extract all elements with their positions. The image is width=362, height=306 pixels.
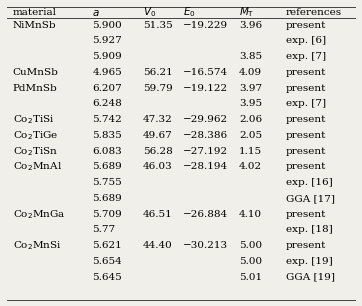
Text: 5.900: 5.900 — [92, 21, 122, 30]
Text: 3.97: 3.97 — [239, 84, 262, 93]
Text: 2.05: 2.05 — [239, 131, 262, 140]
Text: Co$_2$TiSn: Co$_2$TiSn — [13, 145, 58, 158]
Text: GGA [19]: GGA [19] — [286, 273, 335, 282]
Text: $E_0$: $E_0$ — [183, 6, 195, 20]
Text: material: material — [13, 8, 57, 17]
Text: present: present — [286, 241, 327, 250]
Text: Co$_2$TiSi: Co$_2$TiSi — [13, 113, 54, 126]
Text: exp. [18]: exp. [18] — [286, 226, 333, 234]
Text: 51.35: 51.35 — [143, 21, 173, 30]
Text: Co$_2$MnSi: Co$_2$MnSi — [13, 239, 61, 252]
Text: 47.32: 47.32 — [143, 115, 173, 124]
Text: GGA [17]: GGA [17] — [286, 194, 335, 203]
Text: exp. [7]: exp. [7] — [286, 99, 326, 108]
Text: 5.909: 5.909 — [92, 52, 122, 61]
Text: 5.689: 5.689 — [92, 194, 122, 203]
Text: 56.28: 56.28 — [143, 147, 173, 156]
Text: −30.213: −30.213 — [183, 241, 228, 250]
Text: Co$_2$MnAl: Co$_2$MnAl — [13, 161, 62, 173]
Text: 3.96: 3.96 — [239, 21, 262, 30]
Text: −16.574: −16.574 — [183, 68, 228, 77]
Text: 5.709: 5.709 — [92, 210, 122, 219]
Text: present: present — [286, 68, 327, 77]
Text: 5.742: 5.742 — [92, 115, 122, 124]
Text: $a$: $a$ — [92, 8, 100, 17]
Text: 44.40: 44.40 — [143, 241, 173, 250]
Text: $M_{\mathrm{T}}$: $M_{\mathrm{T}}$ — [239, 6, 254, 20]
Text: PdMnSb: PdMnSb — [13, 84, 58, 93]
Text: present: present — [286, 210, 327, 219]
Text: 4.10: 4.10 — [239, 210, 262, 219]
Text: 56.21: 56.21 — [143, 68, 173, 77]
Text: 6.248: 6.248 — [92, 99, 122, 108]
Text: 2.06: 2.06 — [239, 115, 262, 124]
Text: 5.927: 5.927 — [92, 36, 122, 45]
Text: 5.00: 5.00 — [239, 257, 262, 266]
Text: 5.755: 5.755 — [92, 178, 122, 187]
Text: Co$_2$MnGa: Co$_2$MnGa — [13, 208, 65, 221]
Text: references: references — [286, 8, 342, 17]
Text: NiMnSb: NiMnSb — [13, 21, 56, 30]
Text: 6.207: 6.207 — [92, 84, 122, 93]
Text: exp. [6]: exp. [6] — [286, 36, 326, 45]
Text: 49.67: 49.67 — [143, 131, 173, 140]
Text: 5.621: 5.621 — [92, 241, 122, 250]
Text: −19.229: −19.229 — [183, 21, 228, 30]
Text: −27.192: −27.192 — [183, 147, 228, 156]
Text: −19.122: −19.122 — [183, 84, 228, 93]
Text: present: present — [286, 162, 327, 171]
Text: exp. [16]: exp. [16] — [286, 178, 333, 187]
Text: CuMnSb: CuMnSb — [13, 68, 59, 77]
Text: 5.645: 5.645 — [92, 273, 122, 282]
Text: present: present — [286, 21, 327, 30]
Text: present: present — [286, 115, 327, 124]
Text: 46.51: 46.51 — [143, 210, 173, 219]
Text: −28.386: −28.386 — [183, 131, 228, 140]
Text: exp. [19]: exp. [19] — [286, 257, 333, 266]
Text: 6.083: 6.083 — [92, 147, 122, 156]
Text: 5.689: 5.689 — [92, 162, 122, 171]
Text: 5.01: 5.01 — [239, 273, 262, 282]
Text: −29.962: −29.962 — [183, 115, 228, 124]
Text: 46.03: 46.03 — [143, 162, 173, 171]
Text: Co$_2$TiGe: Co$_2$TiGe — [13, 129, 58, 142]
Text: present: present — [286, 84, 327, 93]
Text: present: present — [286, 131, 327, 140]
Text: 4.965: 4.965 — [92, 68, 122, 77]
Text: 4.02: 4.02 — [239, 162, 262, 171]
Text: 59.79: 59.79 — [143, 84, 173, 93]
Text: 3.95: 3.95 — [239, 99, 262, 108]
Text: 1.15: 1.15 — [239, 147, 262, 156]
Text: $V_0$: $V_0$ — [143, 6, 156, 20]
Text: −28.194: −28.194 — [183, 162, 228, 171]
Text: −26.884: −26.884 — [183, 210, 228, 219]
Text: present: present — [286, 147, 327, 156]
Text: exp. [7]: exp. [7] — [286, 52, 326, 61]
Text: 3.85: 3.85 — [239, 52, 262, 61]
Text: 5.77: 5.77 — [92, 226, 115, 234]
Text: 5.654: 5.654 — [92, 257, 122, 266]
Text: 4.09: 4.09 — [239, 68, 262, 77]
Text: 5.00: 5.00 — [239, 241, 262, 250]
Text: 5.835: 5.835 — [92, 131, 122, 140]
